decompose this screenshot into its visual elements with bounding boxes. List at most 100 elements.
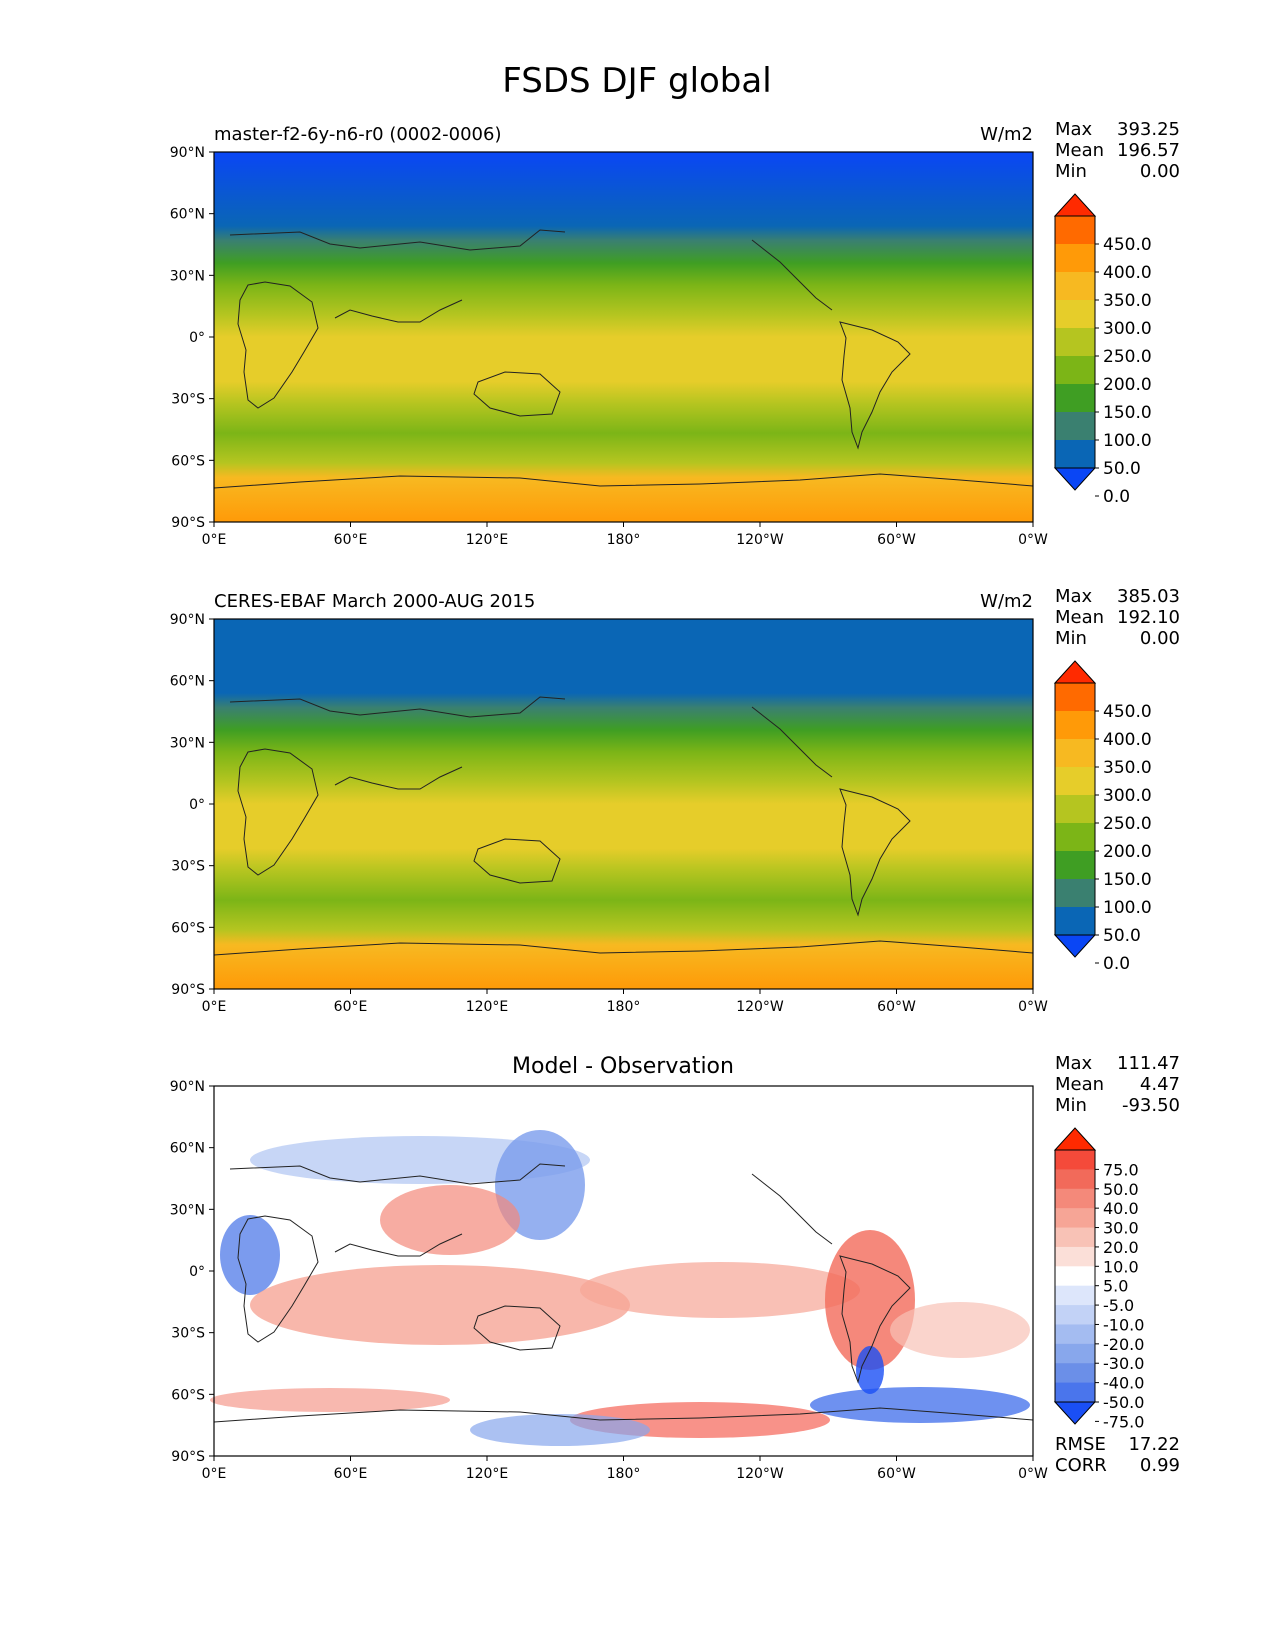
lat-tick-label: 30°N <box>170 268 205 284</box>
colorbar-segment <box>1055 1266 1095 1287</box>
colorbar-segment <box>1055 244 1095 273</box>
lat-tick-label: 30°N <box>170 735 205 751</box>
colorbar-tick-label: 350.0 <box>1103 758 1152 778</box>
colorbar-extend-max <box>1053 1127 1097 1151</box>
lat-tick-label: 0° <box>189 1264 205 1280</box>
lon-tick-label: 180° <box>607 532 641 548</box>
stat-label-mean: Mean <box>1055 607 1104 628</box>
colorbar-tick-label: 0.0 <box>1103 487 1130 507</box>
stat-label-min: Min <box>1055 1095 1087 1116</box>
stat-value-max: 385.03 <box>1117 586 1180 607</box>
map-model <box>214 152 1033 522</box>
stat-label-max: Max <box>1055 119 1093 140</box>
lat-tick-label: 60°S <box>171 920 205 936</box>
lat-tick-label: 90°N <box>170 612 205 628</box>
colorbar-tick-label: 100.0 <box>1103 431 1152 451</box>
metric-value-corr: 0.99 <box>1140 1455 1180 1476</box>
lon-tick-label: 60°W <box>877 1466 916 1482</box>
colorbar-segment <box>1055 412 1095 441</box>
lat-tick-label: 90°S <box>171 515 205 531</box>
colorbar-extend-min <box>1053 934 1097 958</box>
stat-label-min: Min <box>1055 161 1087 182</box>
lon-tick-label: 60°E <box>334 1466 368 1482</box>
axes-obs: 90°N 60°N 30°N 0° 30°S 60°S 90°S0°E 60°E 120°E 18… <box>170 612 1048 1015</box>
lon-tick-label: 120°E <box>466 999 509 1015</box>
colorbar-tick-label: -75.0 <box>1103 1412 1144 1431</box>
colorbar-segment <box>1055 739 1095 768</box>
colorbar-extend-max <box>1053 193 1097 217</box>
lon-tick-label: 180° <box>607 1466 641 1482</box>
lat-tick-label: 60°N <box>170 207 205 223</box>
lat-tick-label: 60°N <box>170 1141 205 1157</box>
colorbar-tick-label: 50.0 <box>1103 459 1141 479</box>
lat-tick-label: 0° <box>189 797 205 813</box>
colorbar-tick-label: 150.0 <box>1103 403 1152 423</box>
colorbar-segment <box>1055 1343 1095 1364</box>
lon-tick-label: 120°E <box>466 1466 509 1482</box>
stat-label-mean: Mean <box>1055 1074 1104 1095</box>
colorbar-tick-label: 450.0 <box>1103 235 1152 255</box>
colorbar-extend-max <box>1053 660 1097 684</box>
stat-label-mean: Mean <box>1055 140 1104 161</box>
colorbar-tick-label: 200.0 <box>1103 375 1152 395</box>
lon-tick-label: 60°E <box>334 532 368 548</box>
colorbar-segment <box>1055 1363 1095 1384</box>
colorbar-tick-label: 30.0 <box>1103 1219 1139 1238</box>
lon-tick-label: 60°E <box>334 999 368 1015</box>
colorbar-segment <box>1055 711 1095 740</box>
stat-value-max: 393.25 <box>1117 119 1180 140</box>
panel-model-units: W/m2 <box>980 124 1033 145</box>
stat-value-mean: 192.10 <box>1117 607 1180 628</box>
colorbar-segment <box>1055 216 1095 245</box>
panel-model-title: master-f2-6y-n6-r0 (0002-0006) <box>214 124 501 145</box>
colorbar-segment <box>1055 1150 1095 1170</box>
lat-tick-label: 90°S <box>171 982 205 998</box>
colorbar-tick-label: -10.0 <box>1103 1315 1144 1334</box>
stat-label-min: Min <box>1055 628 1087 649</box>
diff-blobs <box>210 1130 1030 1446</box>
lon-tick-label: 120°W <box>736 532 784 548</box>
panel-model: master-f2-6y-n6-r0 (0002-0006) W/m2 90°N… <box>170 119 1180 548</box>
lat-tick-label: 90°S <box>171 1449 205 1465</box>
panel-obs: CERES-EBAF March 2000-AUG 2015 W/m2 90°N… <box>170 586 1180 1015</box>
lat-tick-label: 30°N <box>170 1202 205 1218</box>
metric-value-rmse: 17.22 <box>1128 1434 1180 1455</box>
lat-tick-label: 90°N <box>170 1079 205 1095</box>
panel-diff: Model - Observation 90°N60°N30° <box>170 1053 1180 1482</box>
lat-tick-label: 0° <box>189 330 205 346</box>
colorbar-segment <box>1055 1324 1095 1345</box>
colorbar-extend-min <box>1053 467 1097 491</box>
colorbar-segment <box>1055 1285 1095 1306</box>
stats-diff: Max 111.47 Mean 4.47 Min -93.50 RMSE 17.… <box>1055 1053 1180 1476</box>
colorbar-tick-label: 5.0 <box>1103 1277 1128 1296</box>
lat-tick-label: 30°S <box>171 392 205 408</box>
metric-label-rmse: RMSE <box>1055 1434 1106 1455</box>
colorbar-obs: 450.0 400.0 350.0 300.0 250.0 200.0 150.0 100.0… <box>1053 660 1152 974</box>
colorbar-tick-label: -30.0 <box>1103 1354 1144 1373</box>
stats-obs: Max 385.03 Mean 192.10 Min 0.00 <box>1055 586 1180 649</box>
lon-tick-label: 0°E <box>202 1466 227 1482</box>
colorbar-segment <box>1055 907 1095 936</box>
lat-tick-label: 60°S <box>171 1387 205 1403</box>
colorbar-tick-label: 50.0 <box>1103 1180 1139 1199</box>
coastlines-obs <box>213 696 1034 956</box>
colorbar-diff: 75.050.040.030.020.010.05.0-5.0-10.0-20.… <box>1053 1127 1144 1431</box>
colorbar-extend-min <box>1053 1401 1097 1425</box>
axes-diff: 90°N 60°N 30°N 0° 30°S 60°S 90°S0°E 60°E 120°E 18… <box>170 1079 1048 1482</box>
colorbar-tick-label: 450.0 <box>1103 702 1152 722</box>
colorbar-segment <box>1055 1208 1095 1229</box>
colorbar-tick-label: 400.0 <box>1103 730 1152 750</box>
colorbar-segment <box>1055 1246 1095 1267</box>
stat-value-min: -93.50 <box>1122 1095 1180 1116</box>
colorbar-tick-label: 50.0 <box>1103 926 1141 946</box>
panel-obs-units: W/m2 <box>980 591 1033 612</box>
figure-title: FSDS DJF global <box>502 61 771 101</box>
colorbar-segment <box>1055 683 1095 712</box>
colorbar-tick-label: 40.0 <box>1103 1199 1139 1218</box>
metric-label-corr: CORR <box>1055 1455 1107 1476</box>
colorbar-segment <box>1055 384 1095 413</box>
map-obs <box>214 619 1033 989</box>
lon-tick-label: 0°E <box>202 532 227 548</box>
colorbar-tick-label: 200.0 <box>1103 842 1152 862</box>
colorbar-tick-label: -40.0 <box>1103 1374 1144 1393</box>
